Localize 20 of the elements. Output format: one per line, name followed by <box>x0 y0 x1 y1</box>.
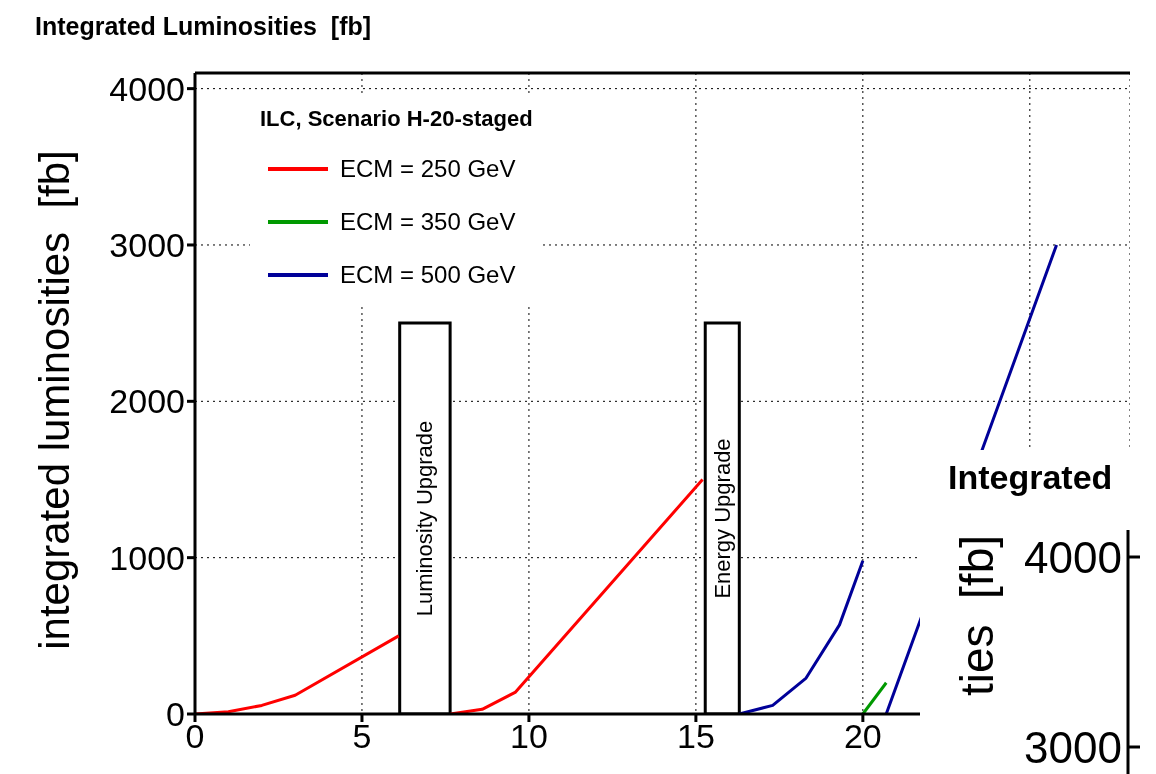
text: Integrated <box>948 458 1113 497</box>
text: ties [fb] <box>950 535 1004 697</box>
band-label: Luminosity Upgrade <box>412 420 438 617</box>
x-tick-label: 5 <box>352 717 372 756</box>
chart-title: Integrated Luminosities [fb] <box>35 12 372 41</box>
legend-label: ECM = 250 GeV <box>340 154 516 183</box>
y-tick-label: 4000 <box>109 69 185 108</box>
legend-title: ILC, Scenario H-20-staged <box>260 106 533 132</box>
x-tick-label: 20 <box>843 717 882 756</box>
legend-label: ECM = 350 GeV <box>340 207 516 236</box>
y-tick-label: 1000 <box>109 538 185 577</box>
text: 3000 <box>1024 723 1122 772</box>
legend-label: ECM = 500 GeV <box>340 260 516 289</box>
annotation: 4000 <box>1024 533 1122 582</box>
y-tick-label: 2000 <box>109 382 185 421</box>
x-tick-label: 10 <box>510 717 548 756</box>
band-label: Energy Upgrade <box>709 438 735 599</box>
y-tick-label: 3000 <box>109 226 185 265</box>
x-tick-label: 15 <box>676 717 715 756</box>
y-axis-title: integrated luminosities [fb] <box>31 150 79 650</box>
